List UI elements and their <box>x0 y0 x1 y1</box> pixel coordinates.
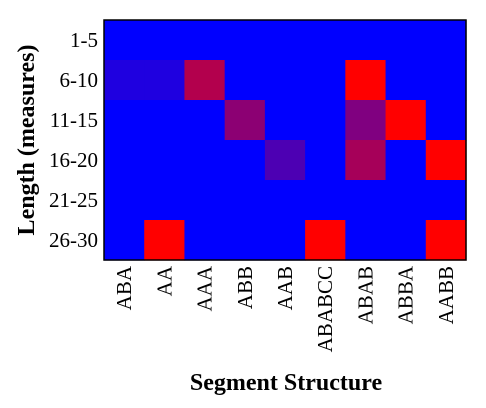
heatmap-cell-3-0 <box>104 140 145 181</box>
x-tick-label: ABAB <box>353 266 377 324</box>
heatmap-cell-4-3 <box>224 180 266 221</box>
heatmap-cell-3-1 <box>144 140 186 181</box>
heatmap-cell-0-3 <box>224 20 266 61</box>
heatmap-cell-1-0 <box>104 60 145 101</box>
heatmap-cell-1-8 <box>425 60 467 101</box>
heatmap-cell-0-6 <box>345 20 387 61</box>
heatmap-cell-1-3 <box>224 60 266 101</box>
heatmap-cell-0-0 <box>104 20 145 61</box>
x-tick-labels: ABA AA AAA ABB AAB ABABCC ABAB ABBA AABB <box>112 265 458 352</box>
y-tick-labels: 1-5 6-10 11-15 16-20 21-25 26-30 <box>49 28 98 252</box>
heatmap-cell-4-7 <box>385 180 427 221</box>
heatmap-cell-0-1 <box>144 20 186 61</box>
heatmap-cell-2-2 <box>184 100 226 141</box>
heatmap-cell-1-1 <box>144 60 186 101</box>
heatmap-cell-2-0 <box>104 100 145 141</box>
heatmap-cell-4-2 <box>184 180 226 221</box>
heatmap-cell-3-5 <box>305 140 346 181</box>
heatmap-cell-5-1 <box>144 220 186 261</box>
heatmap-cell-5-3 <box>224 220 266 261</box>
heatmap-cell-1-5 <box>305 60 346 101</box>
heatmap-cell-5-2 <box>184 220 226 261</box>
plot-frame <box>103 19 467 261</box>
heatmap-cell-4-4 <box>264 180 306 221</box>
heatmap-cell-0-5 <box>305 20 346 61</box>
x-tick-label: ABBA <box>394 265 418 324</box>
x-tick-label: ABA <box>112 265 136 310</box>
heatmap-cell-5-7 <box>385 220 427 261</box>
heatmap-cell-3-6 <box>345 140 387 181</box>
y-tick-label: 11-15 <box>50 108 98 132</box>
x-tick-label: AABB <box>434 266 458 324</box>
heatmap-cell-3-7 <box>385 140 427 181</box>
heatmap-cell-2-6 <box>345 100 387 141</box>
heatmap-cell-2-7 <box>385 100 427 141</box>
heatmap-cell-1-4 <box>264 60 306 101</box>
heatmap-cell-2-1 <box>144 100 186 141</box>
x-tick-label: AA <box>152 265 176 296</box>
x-tick-label: AAB <box>273 266 297 310</box>
heatmap-cell-5-6 <box>345 220 387 261</box>
x-tick-label: ABB <box>233 266 257 309</box>
heatmap-cell-0-7 <box>385 20 427 61</box>
heatmap-cell-5-0 <box>104 220 145 261</box>
heatmap-cell-1-6 <box>345 60 387 101</box>
heatmap-cell-4-6 <box>345 180 387 221</box>
heatmap-cell-2-3 <box>224 100 266 141</box>
heatmap-cell-0-8 <box>425 20 467 61</box>
y-tick-label: 21-25 <box>49 188 98 212</box>
heatmap-cell-0-2 <box>184 20 226 61</box>
y-tick-label: 16-20 <box>49 148 98 172</box>
heatmap-cell-0-4 <box>264 20 306 61</box>
heatmap-cells <box>104 20 467 261</box>
heatmap-cell-5-8 <box>425 220 467 261</box>
heatmap-cell-2-8 <box>425 100 467 141</box>
heatmap-cell-3-8 <box>425 140 467 181</box>
x-axis-title: Segment Structure <box>190 370 383 396</box>
heatmap-cell-4-1 <box>144 180 186 221</box>
heatmap-cell-3-4 <box>264 140 306 181</box>
x-tick-label: AAA <box>193 265 217 311</box>
heatmap-cell-3-3 <box>224 140 266 181</box>
y-tick-label: 1-5 <box>70 28 98 52</box>
heatmap-cell-2-5 <box>305 100 346 141</box>
x-tick-label: ABABCC <box>313 266 337 352</box>
heatmap-cell-4-5 <box>305 180 346 221</box>
y-tick-label: 26-30 <box>49 228 98 252</box>
y-tick-label: 6-10 <box>60 68 99 92</box>
heatmap-cell-1-2 <box>184 60 226 101</box>
heatmap-cell-4-0 <box>104 180 145 221</box>
heatmap-cell-5-4 <box>264 220 306 261</box>
heatmap-cell-3-2 <box>184 140 226 181</box>
heatmap-cell-5-5 <box>305 220 346 261</box>
y-axis-title: Length (measures) <box>14 45 40 236</box>
heatmap-cell-1-7 <box>385 60 427 101</box>
heatmap-cell-2-4 <box>264 100 306 141</box>
heatmap-cell-4-8 <box>425 180 467 221</box>
